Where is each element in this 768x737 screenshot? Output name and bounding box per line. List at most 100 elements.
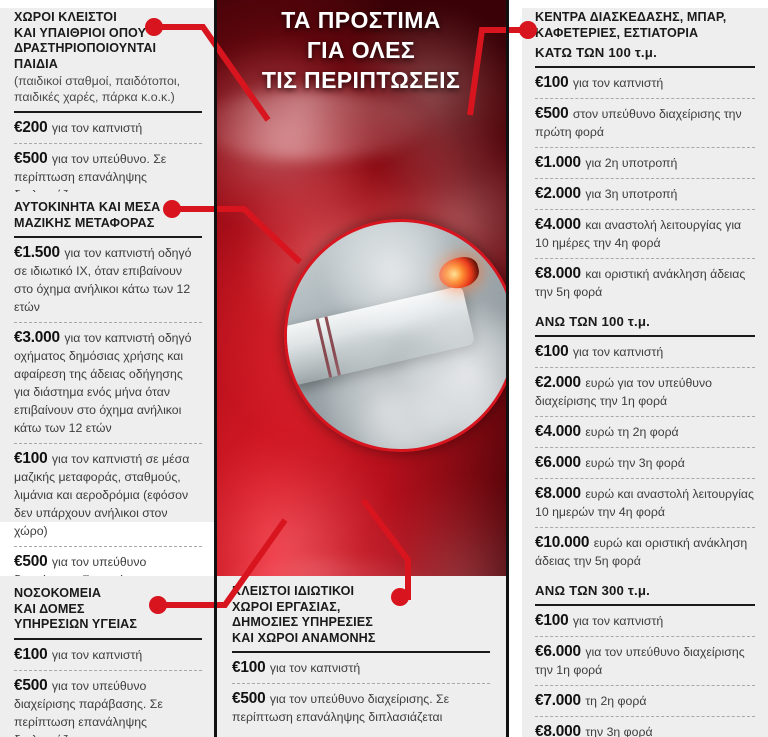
divider-left — [214, 0, 217, 737]
fine-item: €2.000 ευρώ για τον υπεύθυνο διαχείρισης… — [535, 368, 755, 417]
fine-amount: €100 — [232, 659, 266, 677]
title-line: ΚΕΝΤΡΑ ΔΙΑΣΚΕΔΑΣΗΣ, ΜΠΑΡ, — [535, 10, 727, 24]
fine-list: €100 για τον καπνιστή €6.000 για τον υπε… — [535, 606, 755, 737]
fine-item: €200 για τον καπνιστή — [14, 113, 202, 144]
segment-heading: ΚΑΤΩ ΤΩΝ 100 τ.μ. — [535, 45, 657, 61]
fine-amount: €8.000 — [535, 265, 581, 283]
fine-text: για τον καπνιστή — [572, 613, 664, 628]
fine-amount: €100 — [535, 342, 569, 360]
fine-amount: €100 — [14, 450, 48, 468]
fine-text: για 2η υποτροπή — [585, 156, 678, 171]
fine-amount: €1.500 — [14, 244, 60, 262]
fine-item: €100 για τον καπνιστή — [535, 337, 755, 368]
section-rule — [14, 236, 202, 239]
cigarette-photo — [284, 219, 506, 452]
fine-amount: €100 — [535, 74, 569, 92]
fine-list: €100 για τον καπνιστή €500 για τον υπεύθ… — [14, 640, 202, 737]
panel-venues-title: ΚΕΝΤΡΑ ΔΙΑΣΚΕΔΑΣΗΣ, ΜΠΑΡ, ΚΑΦΕΤΕΡΙΕΣ, ΕΣ… — [535, 8, 755, 41]
fine-text: τη 2η φορά — [585, 693, 647, 708]
panel-entertainment-venues: ΚΕΝΤΡΑ ΔΙΑΣΚΕΔΑΣΗΣ, ΜΠΑΡ, ΚΑΦΕΤΕΡΙΕΣ, ΕΣ… — [522, 8, 768, 737]
fine-amount: €2.000 — [535, 185, 581, 203]
fine-amount: €500 — [535, 105, 569, 123]
title-line: ΔΡΑΣΤΗΡΙΟΠΟΙΟΥΝΤΑΙ ΠΑΙΔΙΑ — [14, 41, 157, 71]
fine-item: €100 για τον καπνιστή — [535, 68, 755, 100]
section-rule — [232, 651, 490, 654]
fine-list: €100 για τον καπνιστή €2.000 ευρώ για το… — [535, 337, 755, 576]
subtitle-line: (παιδικοί σταθμοί, παιδότοποι, — [14, 74, 181, 89]
fine-text: ευρώ την 3η φορά — [585, 455, 685, 470]
fine-item: €1.500 για τον καπνιστή οδηγό σε ιδιωτικ… — [14, 238, 202, 324]
fine-item: €500 στον υπεύθυνο διαχείρισης την πρώτη… — [535, 99, 755, 149]
panel-children-subtitle: (παιδικοί σταθμοί, παιδότοποι, παιδικές … — [14, 74, 202, 105]
title-line: ΔΗΜΟΣΙΕΣ ΥΠΗΡΕΣΙΕΣ — [232, 615, 373, 630]
title-line-3: ΤΙΣ ΠΕΡΙΠΤΩΣΕΙΣ — [261, 66, 461, 93]
fine-amount: €2.000 — [535, 373, 581, 391]
title-line-1: ΤΑ ΠΡΟΣΤΙΜΑ — [281, 7, 441, 33]
segment-heading: ΑΝΩ ΤΩΝ 300 τ.μ. — [535, 582, 651, 598]
fine-amount: €1.000 — [535, 154, 581, 172]
fine-text: για τον υπεύθυνο διαχείρισης την 1η φορά — [535, 644, 745, 677]
fine-amount: €3.000 — [14, 329, 60, 347]
fine-item: €100 για τον καπνιστή — [14, 640, 202, 671]
section-rule — [535, 603, 755, 606]
fine-text: και οριστική ανάκληση άδειας την 5η φορά — [535, 267, 746, 300]
fine-item: €500 για τον υπεύθυνο διαχείρισης παράβα… — [14, 671, 202, 737]
title-line: ΚΑΦΕΤΕΡΙΕΣ, ΕΣΤΙΑΤΟΡΙΑ — [535, 25, 699, 40]
fine-item: €8.000 την 3η φορά — [535, 717, 755, 737]
fine-text: για τον καπνιστή — [51, 120, 143, 135]
fine-text: για τον υπεύθυνο διαχείρισης παράβασης. … — [14, 678, 163, 737]
fine-text: ευρώ και οριστική ανάκληση άδειας την 5η… — [535, 535, 748, 568]
fine-amount: €6.000 — [535, 642, 581, 660]
fine-item: €100 για τον καπνιστή — [232, 653, 490, 685]
page-title: ΤΑ ΠΡΟΣΤΙΜΑ ΓΙΑ ΟΛΕΣ ΤΙΣ ΠΕΡΙΠΤΩΣΕΙΣ — [216, 6, 506, 96]
fine-item: €6.000 ευρώ την 3η φορά — [535, 448, 755, 479]
fine-amount: €10.000 — [535, 533, 590, 551]
fine-text: για τον καπνιστή — [269, 661, 361, 676]
fine-item: €4.000 και αναστολή λειτουργίας για 10 η… — [535, 210, 755, 260]
fine-amount: €4.000 — [535, 422, 581, 440]
fine-text: ευρώ τη 2η φορά — [585, 424, 679, 439]
fine-amount: €6.000 — [535, 453, 581, 471]
section-rule — [14, 110, 202, 113]
fine-amount: €500 — [14, 676, 48, 694]
fine-amount: €500 — [232, 690, 266, 708]
panel-transport-title: ΑΥΤΟΚΙΝΗΤΑ ΚΑΙ ΜΕΣΑ ΜΑΖΙΚΗΣ ΜΕΤΑΦΟΡΑΣ — [14, 192, 202, 231]
panel-children-areas: ΧΩΡΟΙ ΚΛΕΙΣΤΟΙ ΚΑΙ ΥΠΑΙΘΡΙΟΙ ΟΠΟΥ ΔΡΑΣΤΗ… — [0, 8, 216, 202]
fine-text: για τον καπνιστή — [51, 647, 143, 662]
fine-item: €2.000 για 3η υποτροπή — [535, 179, 755, 211]
fine-item: €4.000 ευρώ τη 2η φορά — [535, 417, 755, 448]
fine-text: για τον καπνιστή σε μέσα μαζικής μεταφορ… — [14, 452, 190, 539]
fine-amount: €500 — [14, 149, 48, 167]
fine-amount: €200 — [14, 118, 48, 136]
fine-item: €8.000 ευρώ και αναστολή λειτουργίας 10 … — [535, 479, 755, 528]
fine-item: €10.000 ευρώ και οριστική ανάκληση άδεια… — [535, 528, 755, 576]
fine-item: €7.000 τη 2η φορά — [535, 686, 755, 717]
section-rule — [535, 66, 755, 69]
title-line: ΧΩΡΟΙ ΚΛΕΙΣΤΟΙ — [14, 10, 117, 24]
section-rule — [14, 637, 202, 640]
panel-health-title: ΝΟΣΟΚΟΜΕΙΑ ΚΑΙ ΔΟΜΕΣ ΥΠΗΡΕΣΙΩΝ ΥΓΕΙΑΣ — [14, 576, 202, 633]
title-line: ΝΟΣΟΚΟΜΕΙΑ — [14, 586, 102, 600]
fine-item: €6.000 για τον υπεύθυνο διαχείρισης την … — [535, 637, 755, 686]
fine-item: €3.000 για τον καπνιστή οδηγό οχήματος δ… — [14, 323, 202, 445]
title-line: ΚΑΙ ΧΩΡΟΙ ΑΝΑΜΟΝΗΣ — [232, 630, 376, 645]
title-line: ΥΠΗΡΕΣΙΩΝ ΥΓΕΙΑΣ — [14, 617, 138, 632]
fine-amount: €100 — [535, 611, 569, 629]
fine-amount: €8.000 — [535, 484, 581, 502]
panel-workplaces-title: ΚΛΕΙΣΤΟΙ ΙΔΙΩΤΙΚΟΙ ΧΩΡΟΙ ΕΡΓΑΣΙΑΣ, ΔΗΜΟΣ… — [232, 576, 490, 646]
title-line-2: ΓΙΑ ΟΛΕΣ — [306, 36, 416, 63]
title-line: ΑΥΤΟΚΙΝΗΤΑ ΚΑΙ ΜΕΣΑ — [14, 200, 161, 214]
fine-amount: €7.000 — [535, 691, 581, 709]
fine-amount: €8.000 — [535, 722, 581, 737]
section-rule — [535, 334, 755, 337]
fine-list: €1.500 για τον καπνιστή οδηγό σε ιδιωτικ… — [14, 238, 202, 613]
fine-text: για τον καπνιστή — [572, 344, 664, 359]
fine-item: €1.000 για 2η υποτροπή — [535, 148, 755, 180]
fine-text: για τον καπνιστή — [572, 76, 664, 91]
fine-text: για τον καπνιστή οδηγό οχήματος δημόσιας… — [14, 331, 192, 436]
title-line: ΚΑΙ ΥΠΑΙΘΡΙΟΙ ΟΠΟΥ — [14, 25, 147, 40]
panel-workplaces: ΚΛΕΙΣΤΟΙ ΙΔΙΩΤΙΚΟΙ ΧΩΡΟΙ ΕΡΓΑΣΙΑΣ, ΔΗΜΟΣ… — [216, 576, 506, 737]
fine-text: στον υπεύθυνο διαχείρισης την πρώτη φορά — [535, 107, 742, 140]
subtitle-line: παιδικές χαρές, πάρκα κ.ο.κ.) — [14, 90, 175, 105]
fine-amount: €500 — [14, 553, 48, 571]
